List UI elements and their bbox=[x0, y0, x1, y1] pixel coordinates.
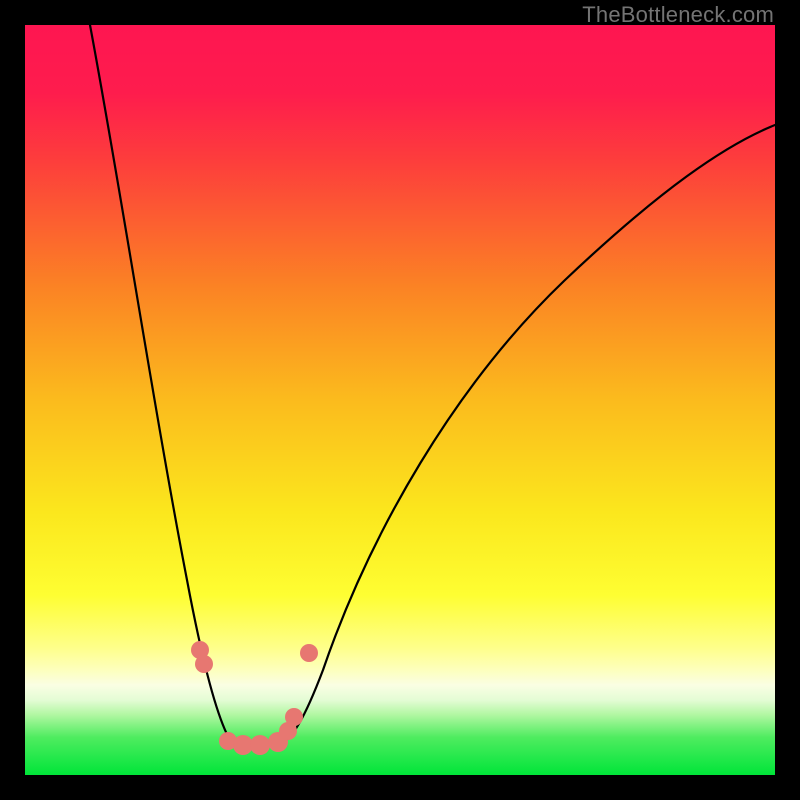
watermark-text: TheBottleneck.com bbox=[582, 2, 774, 28]
data-marker bbox=[285, 708, 303, 726]
data-marker bbox=[195, 655, 213, 673]
curve-path bbox=[90, 25, 240, 745]
data-marker bbox=[300, 644, 318, 662]
data-marker bbox=[250, 735, 270, 755]
bottleneck-curves bbox=[25, 25, 775, 775]
curve-path bbox=[240, 125, 775, 745]
plot-area bbox=[25, 25, 775, 775]
